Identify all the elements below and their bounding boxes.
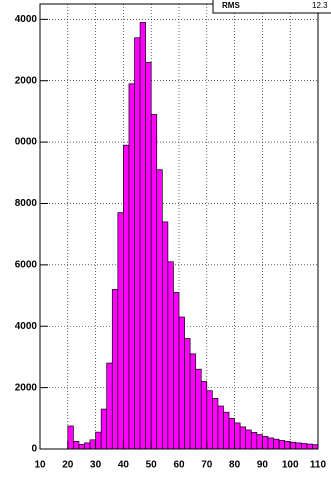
bar	[239, 426, 247, 450]
stats-label: RMS	[222, 1, 240, 10]
bar	[145, 61, 152, 450]
y-tick-label: 8000	[15, 198, 38, 209]
bar	[161, 221, 169, 450]
x-tick-label: 20	[62, 460, 74, 471]
bar	[95, 431, 102, 450]
bar	[217, 405, 224, 450]
y-tick-label: 4000	[15, 14, 38, 25]
y-tick-label: 4000	[15, 321, 38, 332]
bar	[245, 429, 252, 450]
y-tick-label: 0000	[15, 137, 38, 148]
x-tick-label: 30	[90, 460, 102, 471]
bar	[267, 437, 274, 450]
x-tick-label: 60	[173, 460, 185, 471]
bar	[306, 443, 313, 450]
bar	[73, 440, 80, 450]
bar	[212, 398, 219, 450]
bar	[89, 439, 96, 450]
bar	[312, 444, 319, 450]
bar	[173, 292, 180, 450]
bar	[184, 338, 191, 450]
y-tick-label: 2000	[15, 75, 38, 86]
y-tick-label: 0	[31, 444, 37, 455]
bar	[100, 408, 108, 450]
bar	[300, 443, 308, 450]
x-tick-label: 40	[118, 460, 130, 471]
bar	[200, 381, 208, 450]
bar	[234, 422, 241, 450]
x-tick-label: 90	[257, 460, 269, 471]
bar	[206, 390, 213, 450]
bar	[295, 442, 302, 450]
bar	[278, 440, 285, 450]
bar	[273, 438, 280, 450]
bar	[262, 436, 269, 450]
bar	[84, 442, 91, 450]
stats-box	[212, 0, 331, 14]
bar	[250, 432, 258, 450]
x-tick-label: 80	[229, 460, 241, 471]
x-tick-label: 100	[282, 460, 299, 471]
bar	[134, 37, 141, 450]
bar	[128, 83, 135, 450]
bar	[156, 169, 163, 450]
bar	[111, 289, 119, 450]
bar	[178, 316, 185, 450]
bar	[78, 444, 85, 450]
x-tick-label: 10	[34, 460, 46, 471]
bar	[223, 411, 230, 450]
bar	[228, 417, 235, 450]
x-tick-label: 70	[201, 460, 213, 471]
bar	[167, 261, 174, 450]
bar	[189, 353, 197, 450]
bar	[284, 440, 291, 450]
stats-value: 12.3	[312, 1, 328, 10]
bar	[67, 425, 74, 450]
bar	[195, 368, 202, 450]
y-tick-label: 2000	[15, 382, 38, 393]
bar	[139, 22, 146, 450]
bar	[256, 434, 263, 450]
x-tick-label: 50	[146, 460, 158, 471]
bar	[289, 441, 297, 450]
bar	[150, 114, 158, 450]
bar	[106, 362, 113, 450]
bar	[123, 144, 130, 450]
bar	[117, 212, 124, 450]
x-tick-label: 110	[310, 460, 327, 471]
y-tick-label: 6000	[15, 260, 38, 271]
